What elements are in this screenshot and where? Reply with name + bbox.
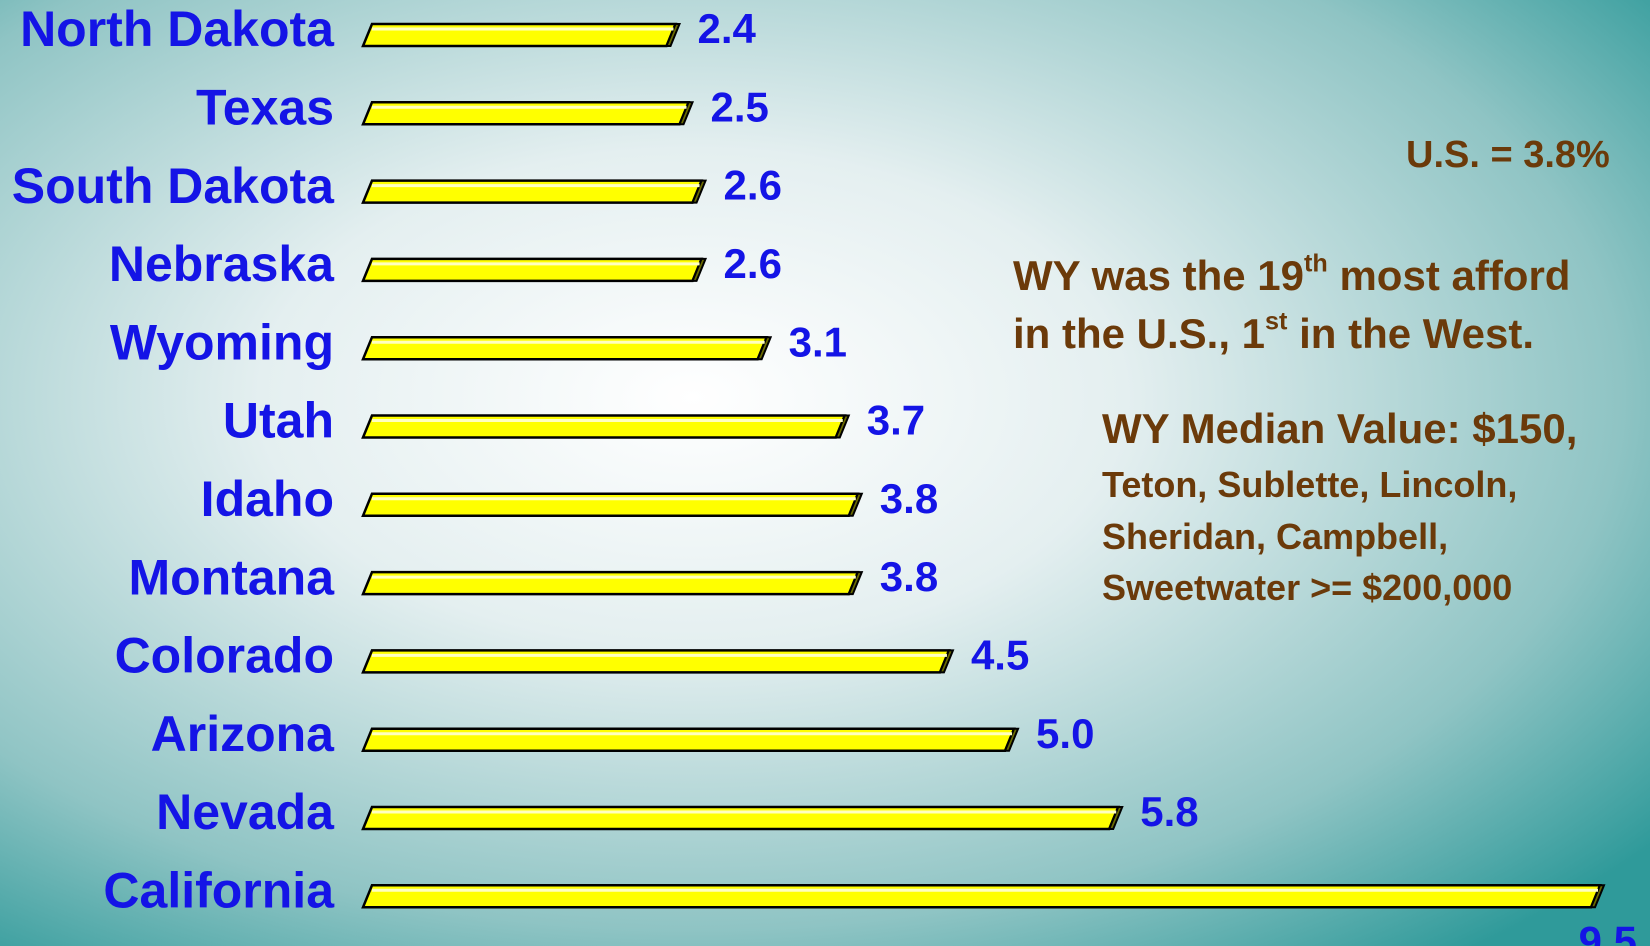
value-label: 2.6 [724, 240, 782, 287]
bar-end [834, 414, 851, 439]
category-label: South Dakota [12, 158, 335, 214]
bar [361, 101, 691, 126]
annotation: Sweetwater >= $200,000 [1102, 567, 1512, 608]
value-label: 2.6 [724, 162, 782, 209]
annotation-text: in the U.S., 1 [1013, 310, 1265, 357]
category-label: Nebraska [109, 236, 335, 292]
bar [361, 257, 704, 283]
bar [361, 414, 847, 439]
annotation: in the U.S., 1st in the West. [1013, 307, 1534, 357]
annotation: WY Median Value: $150, [1102, 405, 1577, 452]
annotation-text: Sweetwater >= $200,000 [1102, 567, 1512, 608]
bar [361, 805, 1121, 831]
category-label: Montana [128, 549, 335, 605]
category-label: Texas [196, 80, 334, 136]
value-label: 5.8 [1140, 788, 1198, 835]
annotation-text: in the West. [1287, 310, 1534, 357]
category-label: Wyoming [110, 314, 334, 370]
bar-end [1107, 806, 1124, 830]
annotation: WY was the 19th most afford [1013, 249, 1570, 299]
value-label: 4.5 [971, 631, 1029, 678]
category-label: Arizona [151, 706, 336, 762]
category-label: Nevada [156, 784, 335, 840]
annotation-text: WY was the 19 [1013, 252, 1304, 299]
value-label: 3.8 [880, 553, 938, 600]
annotation-text: Sheridan, Campbell, [1102, 516, 1448, 557]
bar [361, 179, 704, 204]
bar-end [847, 492, 864, 517]
value-label: 5.0 [1036, 710, 1094, 757]
bar-end [847, 571, 864, 596]
category-label: Colorado [115, 628, 334, 684]
value-label: 2.5 [711, 83, 769, 130]
bar-end [665, 23, 681, 47]
category-label: Utah [223, 393, 334, 449]
annotation-text: Teton, Sublette, Lincoln, [1102, 464, 1517, 505]
category-label: California [103, 863, 335, 919]
value-label: 3.8 [880, 475, 938, 522]
bar-end [691, 179, 708, 204]
category-label: Idaho [201, 471, 334, 527]
annotation: Teton, Sublette, Lincoln, [1102, 464, 1517, 505]
bar [361, 492, 860, 518]
annotation-text: most afford [1328, 252, 1571, 299]
annotation: U.S. = 3.8% [1406, 134, 1610, 176]
annotation-text: U.S. = 3.8% [1406, 134, 1610, 176]
bar [361, 570, 860, 596]
annotation: Sheridan, Campbell, [1102, 516, 1448, 557]
annotation-text: WY Median Value: $150, [1102, 405, 1577, 452]
superscript: th [1304, 249, 1328, 277]
value-label: 3.1 [789, 318, 847, 365]
superscript: st [1265, 307, 1288, 335]
bar [361, 727, 1016, 752]
category-label: North Dakota [20, 1, 335, 57]
bar [361, 22, 678, 48]
value-label: 3.7 [867, 397, 925, 444]
bar-end [756, 336, 773, 361]
bar [361, 884, 1602, 909]
bar-end [678, 101, 695, 126]
bar [361, 335, 769, 361]
bar-end [938, 649, 955, 674]
bar-end [1003, 727, 1020, 752]
value-label: 9.5 [1579, 917, 1637, 946]
bar-end [691, 257, 708, 282]
value-label: 2.4 [698, 5, 757, 52]
bar [361, 649, 951, 674]
bar-end [1589, 884, 1606, 909]
